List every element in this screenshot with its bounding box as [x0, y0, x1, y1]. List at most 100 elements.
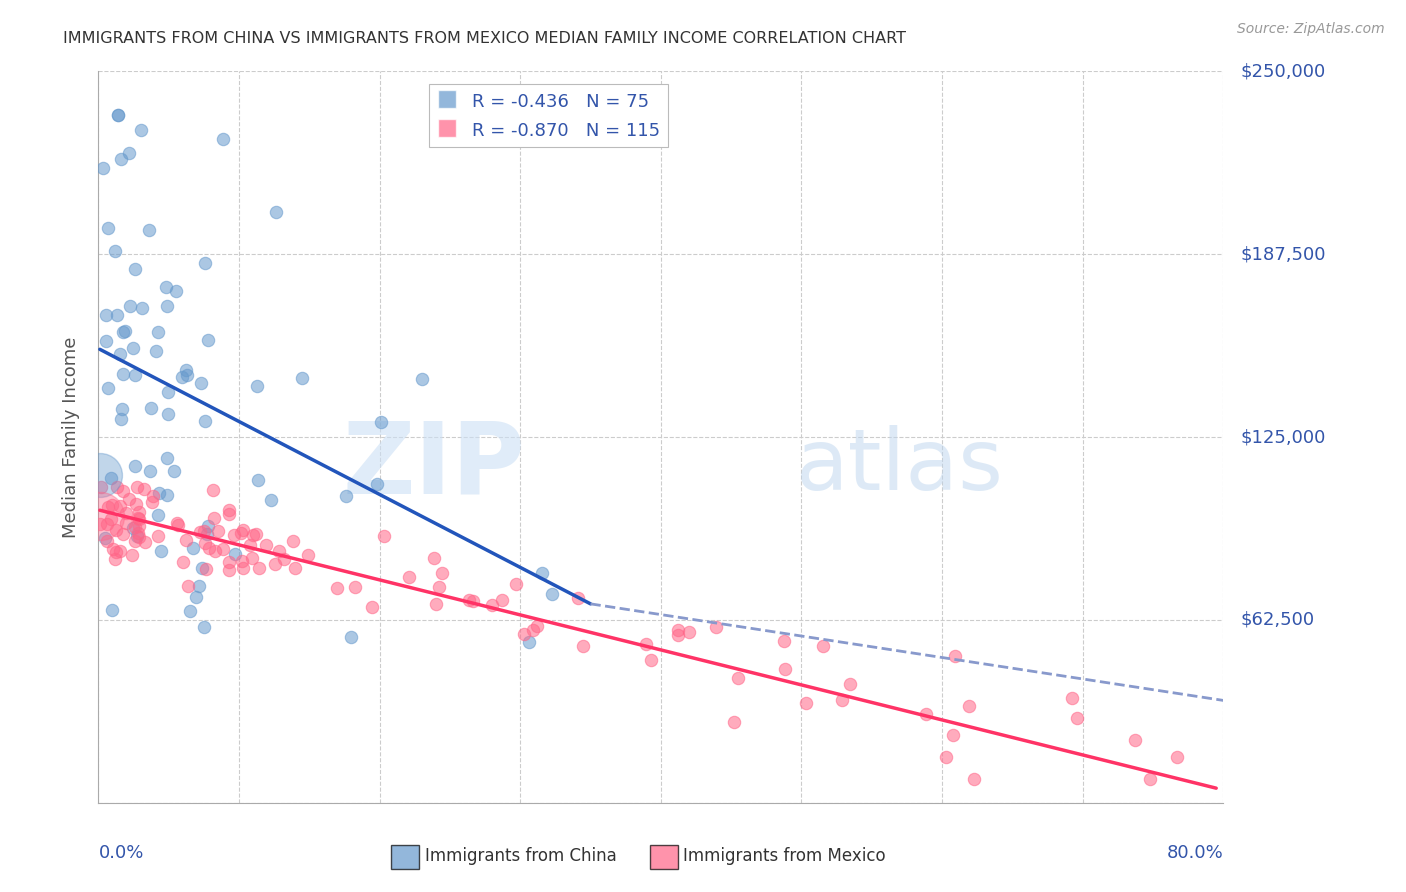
Point: [177, 579, 200, 593]
Point: [963, 772, 986, 787]
Point: [94, 531, 117, 545]
Point: [105, 308, 128, 322]
Point: [127, 510, 149, 524]
Point: [240, 550, 263, 565]
Point: [207, 524, 229, 539]
Point: [335, 489, 357, 503]
Point: [935, 750, 957, 764]
Point: [112, 325, 135, 339]
Point: [131, 123, 153, 137]
Point: [148, 485, 170, 500]
Point: [1060, 691, 1083, 706]
Point: [191, 561, 214, 575]
Point: [118, 146, 141, 161]
Point: [190, 376, 212, 390]
Point: [101, 498, 124, 512]
Point: [231, 554, 253, 568]
Point: [157, 385, 180, 400]
Point: [105, 480, 128, 494]
Point: [297, 548, 319, 562]
Point: [124, 520, 146, 534]
Point: [260, 492, 283, 507]
Point: [1066, 710, 1088, 724]
Point: [124, 368, 146, 383]
Point: [141, 495, 163, 509]
Point: [640, 653, 662, 667]
Point: [110, 412, 132, 426]
Point: [505, 576, 527, 591]
Point: [148, 528, 170, 542]
Point: [127, 526, 149, 541]
Point: [89, 468, 111, 483]
Point: [108, 544, 131, 558]
Point: [179, 603, 201, 617]
Point: [202, 511, 225, 525]
Point: [114, 325, 136, 339]
Point: [942, 728, 965, 742]
Point: [111, 368, 134, 382]
Point: [97, 500, 120, 515]
Point: [194, 256, 217, 270]
Point: [166, 516, 188, 531]
Point: [188, 579, 211, 593]
Point: [723, 715, 745, 730]
Point: [174, 363, 197, 377]
Text: $250,000: $250,000: [1240, 62, 1326, 80]
Point: [373, 529, 395, 543]
Point: [366, 477, 388, 491]
Point: [326, 581, 349, 595]
Point: [915, 707, 938, 722]
FancyBboxPatch shape: [391, 846, 419, 869]
Point: [134, 482, 156, 496]
Point: [176, 368, 198, 382]
Text: Immigrants from China: Immigrants from China: [425, 847, 616, 865]
Point: [245, 527, 267, 541]
Point: [231, 526, 253, 541]
Point: [97, 221, 120, 235]
Point: [398, 569, 420, 583]
Point: [370, 415, 392, 429]
Point: [430, 566, 453, 580]
Point: [142, 489, 165, 503]
Point: [668, 623, 690, 637]
Point: [101, 541, 124, 556]
Point: [211, 542, 233, 557]
Point: [666, 628, 689, 642]
Point: [90, 480, 112, 494]
Point: [110, 499, 132, 513]
Text: Source: ZipAtlas.com: Source: ZipAtlas.com: [1237, 22, 1385, 37]
Point: [127, 480, 149, 494]
Point: [138, 223, 160, 237]
Point: [93, 161, 115, 175]
Point: [522, 623, 544, 637]
Point: [727, 672, 749, 686]
Point: [101, 603, 124, 617]
Point: [156, 451, 179, 466]
Point: [100, 471, 122, 485]
Point: [264, 557, 287, 571]
Point: [194, 414, 217, 428]
Point: [97, 381, 120, 395]
Point: [218, 555, 240, 569]
Point: [165, 284, 187, 298]
Point: [193, 620, 215, 634]
Point: [463, 594, 485, 608]
Point: [128, 530, 150, 544]
FancyBboxPatch shape: [650, 846, 678, 869]
Point: [156, 488, 179, 502]
Point: [156, 407, 179, 421]
Point: [218, 563, 240, 577]
Point: [481, 598, 503, 612]
Point: [794, 696, 817, 710]
Point: [96, 334, 118, 348]
Point: [198, 541, 221, 556]
Point: [678, 625, 700, 640]
Point: [115, 506, 138, 520]
Point: [181, 541, 204, 555]
Point: [96, 308, 118, 322]
Point: [1166, 750, 1188, 764]
Point: [526, 619, 548, 633]
Point: [89, 516, 111, 531]
Point: [156, 299, 179, 313]
Point: [540, 587, 562, 601]
